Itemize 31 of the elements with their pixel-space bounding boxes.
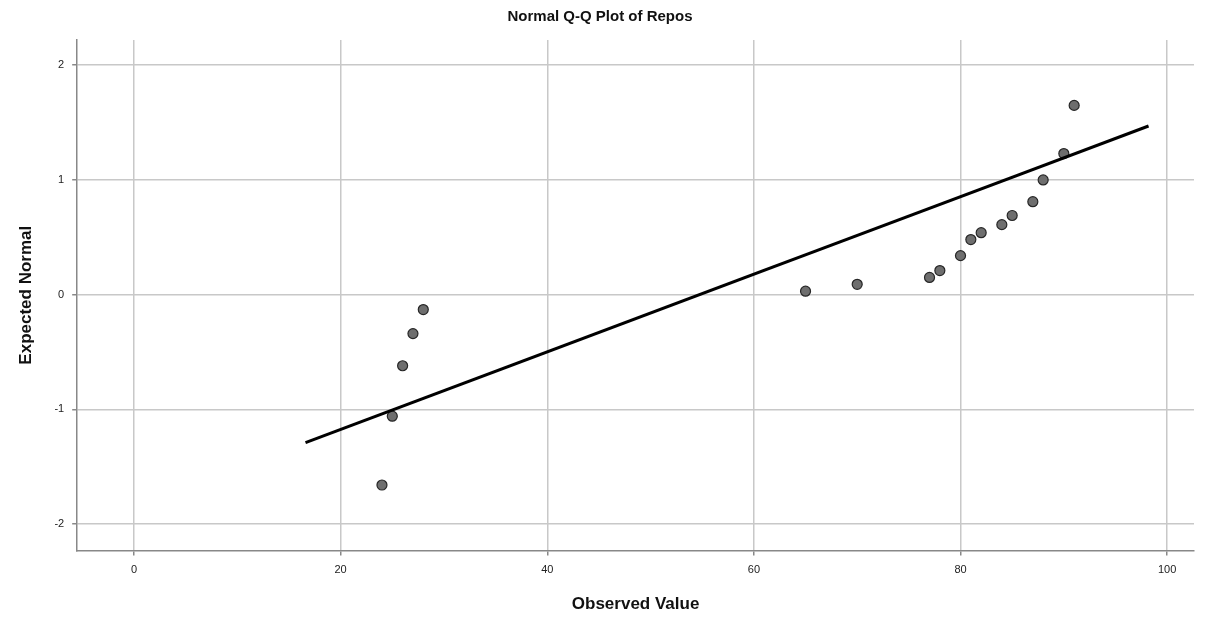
point — [407, 328, 419, 340]
x-tick-label: 100 — [1157, 563, 1177, 576]
y-tick-label: 1 — [58, 172, 65, 185]
x-tick-label: 0 — [130, 563, 138, 576]
point — [386, 410, 398, 422]
point — [1027, 196, 1039, 208]
y-tick-label: -1 — [54, 402, 65, 415]
point — [1037, 174, 1049, 186]
point — [397, 360, 409, 372]
point — [954, 250, 967, 262]
x-tick-label: 80 — [954, 563, 967, 576]
chart-title: Normal Q-Q Plot of Repos — [507, 7, 693, 25]
point — [923, 271, 936, 284]
point — [996, 219, 1008, 231]
point — [376, 479, 388, 491]
point — [975, 227, 987, 239]
point — [965, 233, 977, 246]
y-tick-label: 0 — [58, 287, 65, 300]
x-tick-label: 60 — [747, 563, 761, 576]
x-axis-title: Observed Value — [571, 594, 700, 614]
point — [851, 278, 863, 290]
point — [417, 303, 429, 316]
point — [1006, 209, 1018, 222]
y-axis-title: Expected Normal — [15, 225, 35, 365]
x-tick-label: 20 — [334, 563, 347, 576]
point — [1068, 99, 1080, 111]
x-tick-label: 40 — [541, 563, 554, 576]
point — [934, 264, 946, 277]
point — [799, 285, 812, 297]
y-tick-label: 2 — [58, 58, 65, 71]
y-tick-label: -2 — [54, 517, 65, 530]
